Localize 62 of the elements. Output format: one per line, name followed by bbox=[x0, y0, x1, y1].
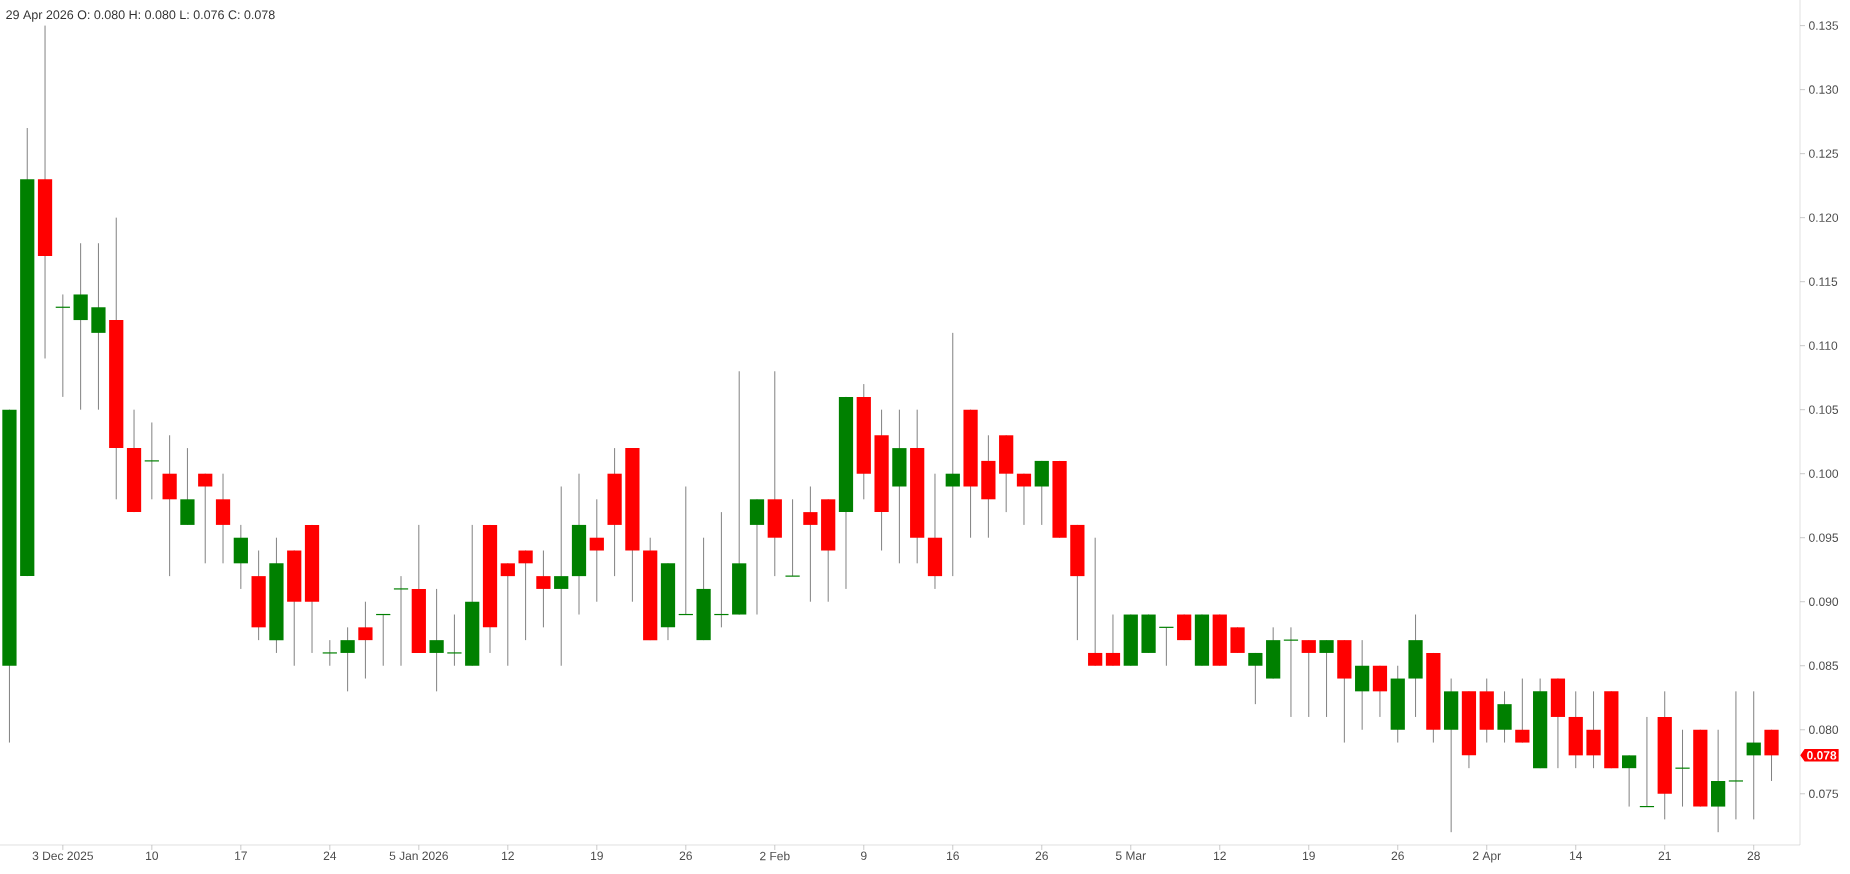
y-tick-label: 0.135 bbox=[1809, 21, 1839, 30]
x-tick-label: 19 bbox=[1302, 851, 1315, 861]
x-tick-label: 2 Feb bbox=[760, 851, 790, 861]
y-tick-label: 0.125 bbox=[1809, 149, 1839, 158]
x-tick-label: 12 bbox=[502, 851, 514, 860]
candlestick bbox=[393, 575, 409, 667]
candlestick bbox=[945, 332, 960, 577]
candlestick bbox=[589, 498, 604, 603]
y-tick-label: 0.095 bbox=[1809, 533, 1839, 542]
x-tick-label: 19 bbox=[591, 851, 603, 861]
x-tick-label: 5 Mar bbox=[1115, 851, 1146, 860]
text: 29 Apr 2026 O: 0.080 H: 0.080 L: 0.076 C: 0.078 bbox=[6, 10, 275, 22]
candlestick bbox=[784, 498, 801, 577]
candlestick bbox=[1105, 614, 1121, 667]
y-tick-label: 0.105 bbox=[1809, 405, 1839, 414]
x-tick-label: 26 bbox=[679, 851, 692, 861]
y-tick-label: 0.075 bbox=[1809, 789, 1839, 799]
candlestick bbox=[500, 562, 515, 667]
candlestick bbox=[554, 486, 569, 667]
x-tick-label: 28 bbox=[1747, 851, 1760, 861]
candlestick bbox=[518, 550, 533, 641]
x-tick-label: 26 bbox=[1035, 851, 1048, 861]
candlestick bbox=[446, 614, 463, 667]
candlestick bbox=[1016, 473, 1032, 526]
text: 0.078 bbox=[1807, 751, 1837, 760]
y-tick-label: 0.110 bbox=[1809, 341, 1838, 350]
y-tick-label: 0.115 bbox=[1809, 277, 1838, 286]
candlestick bbox=[1283, 626, 1299, 718]
y-tick-label: 0.120 bbox=[1809, 213, 1839, 222]
candlestick bbox=[144, 422, 160, 500]
candlestick bbox=[358, 601, 373, 679]
y-tick-label: 0.090 bbox=[1809, 597, 1839, 606]
candlestick bbox=[322, 639, 338, 667]
y-tick-label: 0.080 bbox=[1809, 725, 1839, 734]
candlestick bbox=[1622, 754, 1637, 808]
y-tick-label: 0.130 bbox=[1809, 85, 1839, 94]
x-tick-label: 5 Jan 2026 bbox=[389, 851, 448, 861]
candlestick bbox=[340, 626, 355, 692]
x-tick-label: 26 bbox=[1391, 851, 1404, 861]
candlestick bbox=[198, 473, 213, 564]
x-tick-label: 17 bbox=[235, 851, 247, 860]
candlestick bbox=[1746, 690, 1761, 820]
y-tick-label: 0.085 bbox=[1809, 661, 1839, 670]
candlestick bbox=[803, 486, 818, 603]
candlestick bbox=[1301, 639, 1316, 718]
x-tick-label: 2 Apr bbox=[1473, 851, 1501, 863]
x-tick-label: 21 bbox=[1658, 851, 1671, 860]
x-tick-label: 24 bbox=[323, 851, 337, 860]
candlestick bbox=[536, 550, 551, 628]
x-tick-label: 14 bbox=[1569, 851, 1583, 860]
x-tick-label: 12 bbox=[1214, 851, 1226, 860]
candlestick bbox=[1248, 652, 1263, 705]
x-tick-label: 3 Dec 2025 bbox=[32, 851, 93, 861]
candlestick bbox=[1319, 639, 1334, 718]
x-tick-label: 16 bbox=[947, 851, 959, 861]
candlestick bbox=[1515, 678, 1530, 744]
x-tick-label: 10 bbox=[146, 851, 159, 861]
candlestick bbox=[1088, 537, 1103, 667]
candlestick bbox=[429, 588, 444, 692]
candlestick bbox=[1728, 690, 1744, 820]
x-tick-label: 9 bbox=[861, 851, 867, 861]
y-tick-label: 0.100 bbox=[1809, 469, 1839, 478]
